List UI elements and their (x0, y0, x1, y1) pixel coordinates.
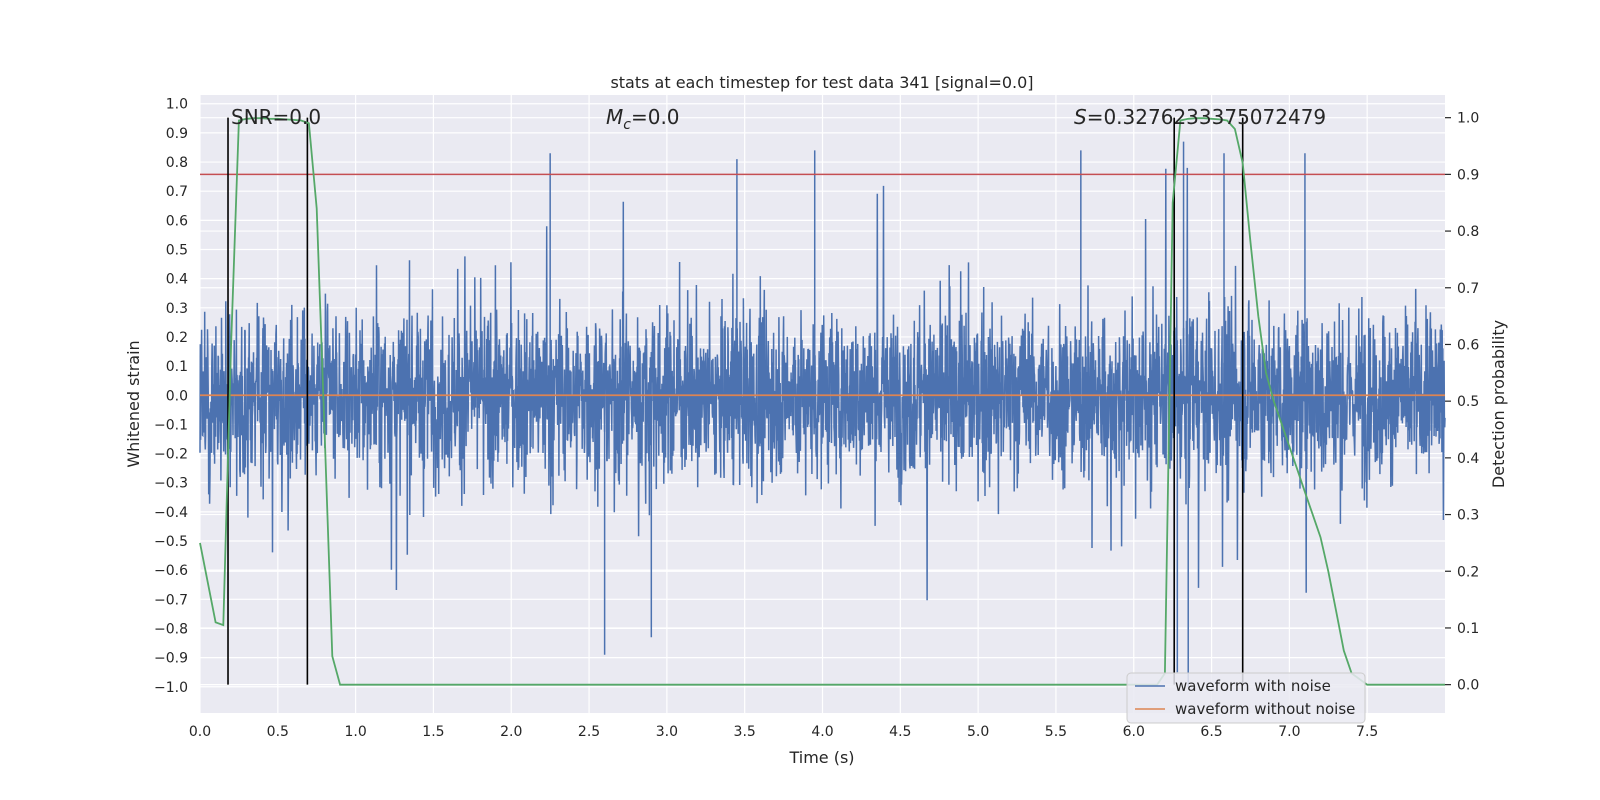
x-tick-label: 5.0 (967, 724, 989, 740)
right-y-axis-label: Detection probability (1489, 320, 1508, 488)
y-tick-label: −0.9 (154, 651, 188, 667)
x-tick-label: 3.0 (656, 724, 678, 740)
x-tick-label: 7.5 (1356, 724, 1378, 740)
legend-clean-label: waveform without noise (1175, 700, 1355, 718)
y-tick-label: 0.5 (166, 243, 188, 259)
y-tick-label: −0.3 (154, 476, 188, 492)
x-tick-label: 6.5 (1200, 724, 1222, 740)
mc-value: =0.0 (631, 105, 680, 129)
y-tick-label: −0.1 (154, 417, 188, 433)
x-tick-label: 4.0 (811, 724, 833, 740)
x-tick-label: 0.5 (267, 724, 289, 740)
right-y-tick-label: 0.0 (1457, 678, 1479, 694)
x-tick-label: 1.5 (422, 724, 444, 740)
x-axis-label: Time (s) (788, 748, 854, 767)
y-tick-label: 0.6 (166, 213, 188, 229)
right-y-tick-label: 0.9 (1457, 167, 1479, 183)
right-y-tick-label: 0.6 (1457, 337, 1479, 353)
x-tick-label: 3.5 (734, 724, 756, 740)
x-tick-label: 2.0 (500, 724, 522, 740)
y-tick-label: −0.4 (154, 505, 188, 521)
y-tick-label: 0.7 (166, 184, 188, 200)
x-tick-labels: 0.0 0.5 1.0 1.5 2.0 2.5 3.0 3.5 4.0 4.5 5.0 5.5 6.0 6… (189, 724, 1378, 740)
mc-subscript: c (623, 117, 631, 133)
right-y-tick-labels: 1.0 0.9 0.8 0.7 0.6 0.5 0.4 0.3 0.2 0.1 0.0 (1457, 111, 1479, 694)
noise-waveform-series (199, 141, 1446, 687)
right-y-tick-label: 0.8 (1457, 224, 1479, 240)
y-tick-label: −0.8 (154, 621, 188, 637)
chart-title: stats at each timestep for test data 341… (610, 73, 1033, 92)
y-tick-labels: 1.0 0.9 0.8 0.7 0.6 0.5 0.4 0.3 0.2 0.1 0.0 −0.1 −0.… (154, 97, 188, 696)
x-tick-label: 1.0 (344, 724, 366, 740)
y-tick-label: −0.6 (154, 563, 188, 579)
mc-symbol: M (606, 105, 623, 129)
right-y-tick-label: 0.4 (1457, 451, 1479, 467)
x-tick-label: 6.0 (1123, 724, 1145, 740)
x-tick-label: 4.5 (889, 724, 911, 740)
legend: waveform with noise waveform without noi… (1126, 672, 1366, 724)
y-tick-label: 0.4 (166, 272, 188, 288)
y-tick-label: −0.2 (154, 447, 188, 463)
right-y-tick-label: 0.5 (1457, 394, 1479, 410)
y-tick-label: −1.0 (154, 680, 188, 696)
vertical-marker-lines (227, 117, 1244, 685)
noise-waveform-path (199, 167, 1446, 601)
snr-annotation: SNR=0.0 (231, 105, 321, 129)
detection-probability-line (199, 117, 1445, 686)
right-y-tick-label: 0.7 (1457, 281, 1479, 297)
right-y-tick-label: 0.2 (1457, 564, 1479, 580)
legend-noise-label: waveform with noise (1175, 677, 1331, 695)
y-tick-label: −0.7 (154, 592, 188, 608)
x-tick-label: 5.5 (1045, 724, 1067, 740)
s-value: =0.3276233375072479 (1087, 105, 1326, 129)
s-annotation: S=0.3276233375072479 (1074, 105, 1326, 129)
y-axis-label: Whitened strain (124, 340, 143, 467)
y-tick-label: 0.8 (166, 155, 188, 171)
y-tick-label: 0.9 (166, 126, 188, 142)
x-tick-label: 2.5 (578, 724, 600, 740)
right-y-tick-label: 0.1 (1457, 621, 1479, 637)
right-y-tick-label: 0.3 (1457, 508, 1479, 524)
y-tick-label: 0.2 (166, 330, 188, 346)
y-tick-label: 0.1 (166, 359, 188, 375)
s-symbol: S (1074, 105, 1087, 129)
y-tick-label: 0.0 (166, 388, 188, 404)
chirp-mass-annotation: Mc=0.0 (606, 105, 680, 133)
y-tick-label: −0.5 (154, 534, 188, 550)
detection-probability-series (199, 117, 1445, 686)
y-tick-label: 0.3 (166, 301, 188, 317)
y-tick-label: 1.0 (166, 97, 188, 113)
x-tick-label: 7.0 (1278, 724, 1300, 740)
legend-box (1126, 672, 1366, 724)
x-tick-label: 0.0 (189, 724, 211, 740)
right-y-tick-label: 1.0 (1457, 111, 1479, 127)
